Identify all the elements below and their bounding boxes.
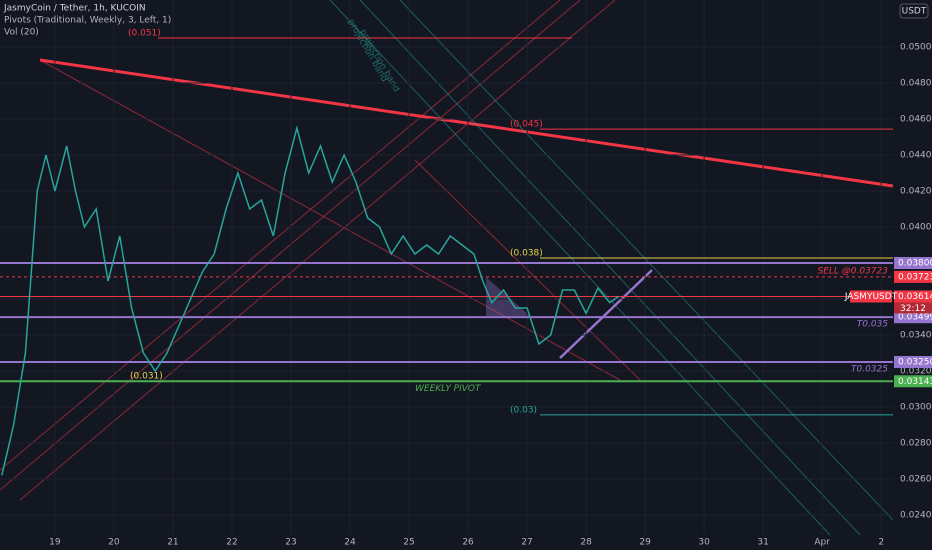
x-tick-label: 20 [108, 538, 120, 548]
projection-bands [329, 0, 894, 536]
x-tick-label: 25 [403, 538, 414, 548]
level-note: WEEKLY PIVOT [415, 384, 482, 394]
price-badge [894, 270, 932, 283]
price-badge-label: 0.03499 [898, 313, 932, 323]
x-tick-label: 24 [344, 538, 356, 548]
currency-button[interactable] [899, 3, 929, 19]
price-badge-label: 0.03800 [898, 258, 932, 268]
pivot-label: (0.038) [510, 248, 543, 258]
price-badge-label: 0.03250 [898, 358, 932, 368]
level-note: T0.035 [857, 320, 889, 330]
pivot-label: (0.03) [510, 405, 537, 415]
countdown: 32:12 [900, 304, 926, 314]
price-badge [894, 356, 932, 369]
price-badge-label: 0.03723 [898, 272, 932, 282]
price-badge [894, 256, 932, 269]
level-note: T0.0325 [851, 365, 888, 375]
x-tick-label: 26 [462, 538, 474, 548]
pivot-label: (0.045) [510, 120, 543, 130]
time-axis [0, 535, 932, 550]
price-badge-label: 0.03143 [898, 377, 932, 387]
price-line [1, 125, 619, 476]
x-tick-label: 31 [757, 538, 768, 548]
title: JasmyCoin / Tether, 1h, KUCOIN [3, 4, 146, 14]
symbol-badge [850, 290, 892, 303]
x-tick-label: Apr [814, 538, 830, 548]
indicator: Pivots (Traditional, Weekly, 3, Left, 1) [4, 16, 171, 26]
trendlines [0, 0, 894, 536]
x-tick-label: 21 [167, 538, 178, 548]
x-tick-label: 2 [878, 538, 884, 548]
price-badge [894, 290, 932, 303]
currency[interactable]: USDT [902, 7, 927, 17]
price-badge [894, 375, 932, 388]
x-tick-label: 27 [521, 538, 532, 548]
x-tick-label: 28 [580, 538, 592, 548]
indicator: Vol (20) [4, 28, 39, 38]
x-tick-label: 22 [226, 538, 237, 548]
price-badge-label: 0.03614 [898, 292, 932, 302]
y-tick-label: 0.05000 [900, 42, 932, 52]
support-line [559, 269, 653, 359]
pivot-label: (0.031) [130, 372, 163, 382]
plot [0, 0, 893, 535]
countdown-badge [894, 302, 932, 314]
symbol-label: JASMYUSDT [844, 292, 898, 302]
pivot-label: (0.051) [128, 28, 161, 38]
x-tick-label: 29 [639, 538, 651, 548]
level-note: SELL @0.03723 [817, 266, 888, 276]
resistance-line [39, 58, 894, 188]
x-tick-label: 19 [49, 538, 61, 548]
x-tick-label: 30 [698, 538, 710, 548]
price-badge [894, 311, 932, 324]
x-tick-label: 23 [285, 538, 296, 548]
